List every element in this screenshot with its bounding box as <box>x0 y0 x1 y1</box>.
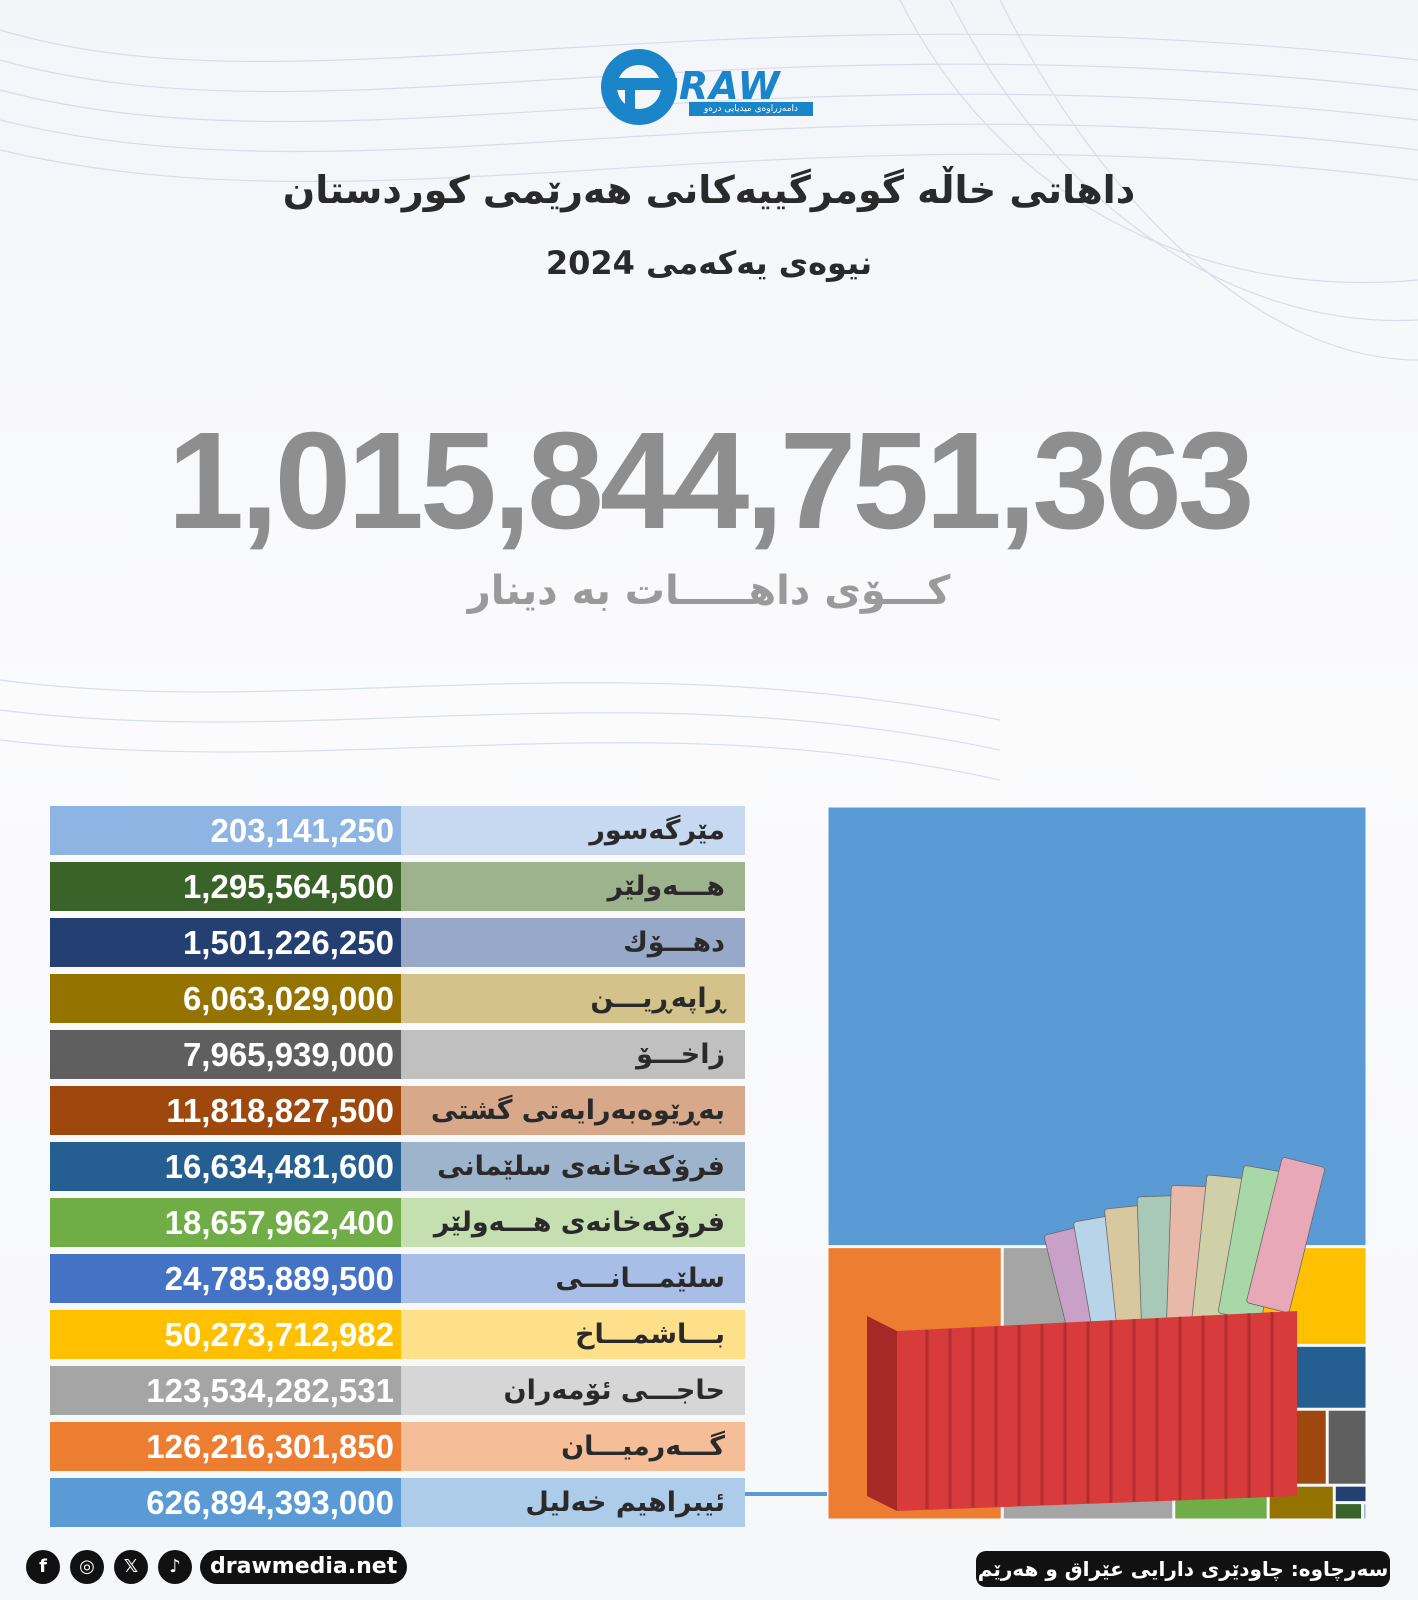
website-link[interactable]: drawmedia.net <box>200 1550 408 1584</box>
source-note: سەرچاوە: چاودێری دارایی عێراق و هەرێم <box>976 1551 1390 1587</box>
revenue-row: 16,634,481,600 فرۆکەخانەی سلێمانی <box>50 1142 745 1191</box>
crossing-name: ئیبراهیم خەلیل <box>401 1478 745 1527</box>
revenue-row: 18,657,962,400 فرۆکەخانەی هـــەولێر <box>50 1198 745 1247</box>
crossing-name: بـــاشمـــاخ <box>401 1310 745 1359</box>
revenue-row: 1,501,226,250 دهـــۆك <box>50 918 745 967</box>
crossing-name: حاجـــی ئۆمەران <box>401 1366 745 1415</box>
revenue-row: 126,216,301,850 گـــەرمیـــان <box>50 1422 745 1471</box>
crossing-name: بەڕێوەبەرایەتی گشتی گومرگ <box>401 1086 745 1175</box>
container-side <box>867 1316 897 1511</box>
revenue-row: 1,295,564,500 هـــەولێر <box>50 862 745 911</box>
container-money-illustration <box>867 1157 1325 1511</box>
draw-logo: RAW دامەزراوەی میدیایی درەو <box>597 42 822 132</box>
revenue-value: 16,634,481,600 <box>50 1142 434 1191</box>
crossing-name: هـــەولێر <box>401 862 745 911</box>
x-icon[interactable]: 𝕏 <box>114 1550 148 1584</box>
crossing-name: سلێمـــانـــی <box>401 1254 745 1303</box>
revenue-value: 626,894,393,000 <box>50 1478 434 1527</box>
treemap-cell <box>1335 1486 1366 1502</box>
crossing-name: فرۆکەخانەی سلێمانی <box>401 1142 745 1191</box>
crossing-name: مێرگەسور <box>401 806 745 855</box>
total-revenue-value: 1,015,844,751,363 <box>167 404 1254 558</box>
revenue-value: 50,273,712,982 <box>50 1310 434 1359</box>
logo-d-icon <box>601 49 677 125</box>
treemap-cell <box>1364 1504 1366 1519</box>
revenue-value: 24,785,889,500 <box>50 1254 434 1303</box>
treemap-cell <box>1335 1504 1362 1519</box>
logo-tagline: دامەزراوەی میدیایی درەو <box>689 102 813 116</box>
revenue-row: 6,063,029,000 ڕاپەڕیـــن <box>50 974 745 1023</box>
revenue-value: 123,534,282,531 <box>50 1366 434 1415</box>
revenue-treemap <box>828 807 1366 1519</box>
total-revenue-label: کـــۆی داهـــــات بە دینار <box>467 568 951 614</box>
crossing-name: زاخـــۆ <box>401 1030 745 1079</box>
revenue-value: 7,965,939,000 <box>50 1030 434 1079</box>
revenue-value: 6,063,029,000 <box>50 974 434 1023</box>
revenue-row: 626,894,393,000 ئیبراهیم خەلیل <box>50 1478 745 1527</box>
revenue-row: 7,965,939,000 زاخـــۆ <box>50 1030 745 1079</box>
revenue-value: 203,141,250 <box>50 806 434 855</box>
revenue-row: 123,534,282,531 حاجـــی ئۆمەران <box>50 1366 745 1415</box>
banknote <box>1246 1157 1325 1313</box>
logo-text: RAW <box>679 64 781 108</box>
treemap-cell <box>1328 1410 1366 1484</box>
revenue-value: 126,216,301,850 <box>50 1422 434 1471</box>
crossing-name: دهـــۆك <box>401 918 745 967</box>
shipping-container <box>897 1311 1297 1511</box>
crossing-name: ڕاپەڕیـــن <box>401 974 745 1023</box>
revenue-value: 1,295,564,500 <box>50 862 434 911</box>
crossing-name: گـــەرمیـــان <box>401 1422 745 1471</box>
revenue-value: 11,818,827,500 <box>50 1086 434 1135</box>
revenue-row: 203,141,250 مێرگەسور <box>50 806 745 855</box>
crossing-name: فرۆکەخانەی هـــەولێر <box>401 1198 745 1247</box>
revenue-row: 50,273,712,982 بـــاشمـــاخ <box>50 1310 745 1359</box>
page-subtitle: نیوەی یەکەمی 2024 <box>545 244 873 282</box>
treemap-connector-line <box>745 1492 827 1496</box>
revenue-row: 24,785,889,500 سلێمـــانـــی <box>50 1254 745 1303</box>
revenue-value: 18,657,962,400 <box>50 1198 434 1247</box>
instagram-icon[interactable]: ◎ <box>70 1550 104 1584</box>
tiktok-icon[interactable]: ♪ <box>158 1550 192 1584</box>
facebook-icon[interactable]: f <box>26 1550 60 1584</box>
revenue-value: 1,501,226,250 <box>50 918 434 967</box>
page-title: داهاتی خاڵە گومرگییەکانی هەرێمی کوردستان <box>282 168 1136 212</box>
